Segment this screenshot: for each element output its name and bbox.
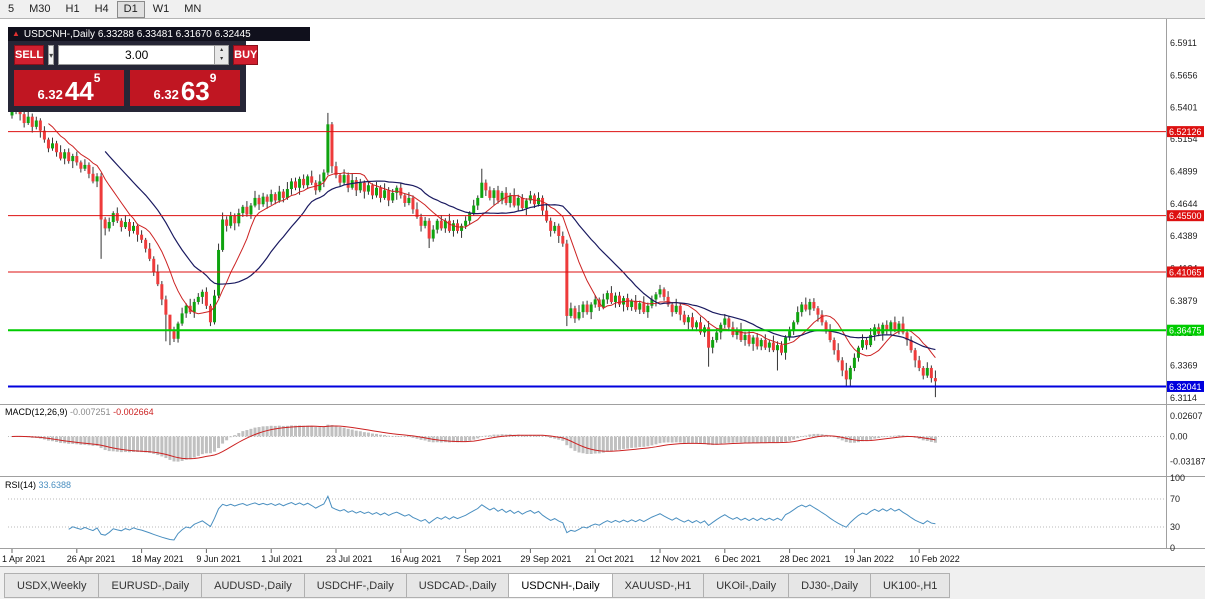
svg-text:6.41065: 6.41065 [1169, 267, 1202, 277]
volume-spin-buttons: ▴ ▾ [215, 45, 230, 65]
order-options-dropdown[interactable]: ▾ [48, 45, 55, 65]
svg-text:6.4389: 6.4389 [1170, 231, 1198, 241]
volume-decrease-button[interactable]: ▾ [220, 56, 224, 62]
macd-indicator-label: MACD(12,26,9) -0.007251 -0.002664 [5, 407, 154, 417]
svg-text:100: 100 [1170, 473, 1185, 483]
ask-price-display[interactable]: 6.32 63 9 [130, 70, 240, 106]
svg-text:10 Feb 2022: 10 Feb 2022 [909, 554, 960, 564]
svg-text:0.02607: 0.02607 [1170, 411, 1203, 421]
collapse-arrow-icon[interactable]: ▲ [12, 29, 20, 38]
timeframe-button-5[interactable]: 5 [1, 1, 21, 18]
chart-tab-audusd-daily[interactable]: AUDUSD-,Daily [202, 573, 305, 598]
chart-tab-dj30-daily[interactable]: DJ30-,Daily [789, 573, 871, 598]
timeframe-button-h1[interactable]: H1 [59, 1, 87, 18]
chart-tab-usdx-weekly[interactable]: USDX,Weekly [4, 573, 100, 598]
svg-text:9 Jun 2021: 9 Jun 2021 [196, 554, 241, 564]
chart-tab-usdchf-daily[interactable]: USDCHF-,Daily [304, 573, 407, 598]
volume-stepper: ▴ ▾ [58, 45, 230, 65]
svg-text:6.45500: 6.45500 [1169, 211, 1202, 221]
svg-text:6.3879: 6.3879 [1170, 296, 1198, 306]
timeframe-button-m30[interactable]: M30 [22, 1, 57, 18]
chart-tabs: USDX,Weekly EURUSD-,Daily AUDUSD-,Daily USD… [4, 573, 951, 598]
volume-input[interactable] [58, 45, 216, 65]
timeframe-button-mn[interactable]: MN [177, 1, 208, 18]
svg-text:6.4644: 6.4644 [1170, 199, 1198, 209]
timeframe-button-w1[interactable]: W1 [146, 1, 177, 18]
chart-tab-ukoil-daily[interactable]: UKOil-,Daily [704, 573, 790, 598]
price-axis: 6.5911 6.5656 6.5401 6.5154 6.4899 6.4644 6.43… [1167, 38, 1204, 403]
svg-text:28 Dec 2021: 28 Dec 2021 [780, 554, 831, 564]
svg-text:6.5656: 6.5656 [1170, 70, 1198, 80]
date-axis: 1 Apr 2021 26 Apr 2021 18 May 2021 9 Jun 20… [2, 549, 960, 564]
svg-text:6.5154: 6.5154 [1170, 134, 1198, 144]
chart-tab-xauusd-h1[interactable]: XAUUSD-,H1 [612, 573, 705, 598]
one-click-trading-panel: ▲ USDCNH-,Daily 6.33288 6.33481 6.31670 … [8, 27, 310, 112]
buy-button[interactable]: BUY [233, 45, 259, 65]
trade-controls-row: SELL ▾ ▴ ▾ BUY [14, 45, 259, 65]
trade-panel-body: SELL ▾ ▴ ▾ BUY 6.32 44 5 [8, 41, 259, 112]
svg-text:29 Sep 2021: 29 Sep 2021 [520, 554, 571, 564]
svg-text:1 Jul 2021: 1 Jul 2021 [261, 554, 303, 564]
chart-symbol-ohlc-title: USDCNH-,Daily 6.33288 6.33481 6.31670 6.… [23, 28, 251, 40]
svg-text:70: 70 [1170, 494, 1180, 504]
candles-layer [10, 97, 937, 398]
svg-text:6.4899: 6.4899 [1170, 166, 1198, 176]
sell-button[interactable]: SELL [14, 45, 45, 65]
svg-text:18 May 2021: 18 May 2021 [132, 554, 184, 564]
svg-text:0.00: 0.00 [1170, 431, 1188, 441]
svg-text:30: 30 [1170, 522, 1180, 532]
svg-text:21 Oct 2021: 21 Oct 2021 [585, 554, 634, 564]
svg-text:6.32041: 6.32041 [1169, 382, 1202, 392]
panel-separators [0, 19, 1205, 549]
rsi-indicator-label: RSI(14) 33.6388 [5, 480, 71, 490]
timeframe-toolbar: 5 M30 H1 H4 D1 W1 MN [0, 0, 1205, 19]
svg-text:19 Jan 2022: 19 Jan 2022 [844, 554, 894, 564]
macd-panel: 0.02607 0.00 -0.03187 MACD(12,26,9) -0.0072… [5, 407, 1205, 466]
svg-text:6.5911: 6.5911 [1170, 38, 1197, 48]
svg-text:6.3114: 6.3114 [1170, 393, 1197, 403]
svg-text:7 Sep 2021: 7 Sep 2021 [456, 554, 502, 564]
svg-text:12 Nov 2021: 12 Nov 2021 [650, 554, 701, 564]
ask-head: 6.32 [153, 87, 179, 102]
svg-text:26 Apr 2021: 26 Apr 2021 [67, 554, 116, 564]
bid-price-display[interactable]: 6.32 44 5 [14, 70, 124, 106]
volume-increase-button[interactable]: ▴ [220, 47, 224, 53]
chart-tab-usdcad-daily[interactable]: USDCAD-,Daily [406, 573, 510, 598]
chart-title-bar[interactable]: ▲ USDCNH-,Daily 6.33288 6.33481 6.31670 … [8, 27, 310, 41]
svg-text:6.5401: 6.5401 [1170, 103, 1198, 113]
svg-text:6 Dec 2021: 6 Dec 2021 [715, 554, 761, 564]
chevron-down-icon: ▾ [49, 50, 54, 60]
svg-text:16 Aug 2021: 16 Aug 2021 [391, 554, 442, 564]
ask-pips: 63 [180, 76, 210, 106]
svg-text:23 Jul 2021: 23 Jul 2021 [326, 554, 373, 564]
rsi-panel: 100 70 30 0 RSI(14) 33.6388 [5, 473, 1185, 553]
bid-point: 5 [93, 71, 101, 85]
svg-text:6.3369: 6.3369 [1170, 361, 1198, 371]
timeframe-button-h4[interactable]: H4 [88, 1, 116, 18]
bid-pips: 44 [64, 76, 94, 106]
svg-text:6.52126: 6.52126 [1169, 127, 1202, 137]
svg-text:-0.03187: -0.03187 [1170, 456, 1205, 466]
ask-point: 9 [209, 71, 217, 85]
bid-head: 6.32 [37, 87, 63, 102]
timeframe-button-d1[interactable]: D1 [116, 0, 145, 18]
svg-text:6.36475: 6.36475 [1169, 326, 1202, 336]
svg-text:1 Apr 2021: 1 Apr 2021 [2, 554, 46, 564]
support-resistance-lines [8, 131, 1166, 388]
chart-tab-uk100-h1[interactable]: UK100-,H1 [870, 573, 951, 598]
moving-averages-layer [48, 123, 936, 359]
svg-text:0: 0 [1170, 543, 1175, 553]
chart-tab-usdcnh-daily[interactable]: USDCNH-,Daily [509, 573, 613, 598]
chart-tab-strip: USDX,Weekly EURUSD-,Daily AUDUSD-,Daily USD… [0, 566, 1205, 599]
price-quote-row: 6.32 44 5 6.32 63 9 [14, 70, 240, 106]
chart-tab-eurusd-daily[interactable]: EURUSD-,Daily [99, 573, 203, 598]
